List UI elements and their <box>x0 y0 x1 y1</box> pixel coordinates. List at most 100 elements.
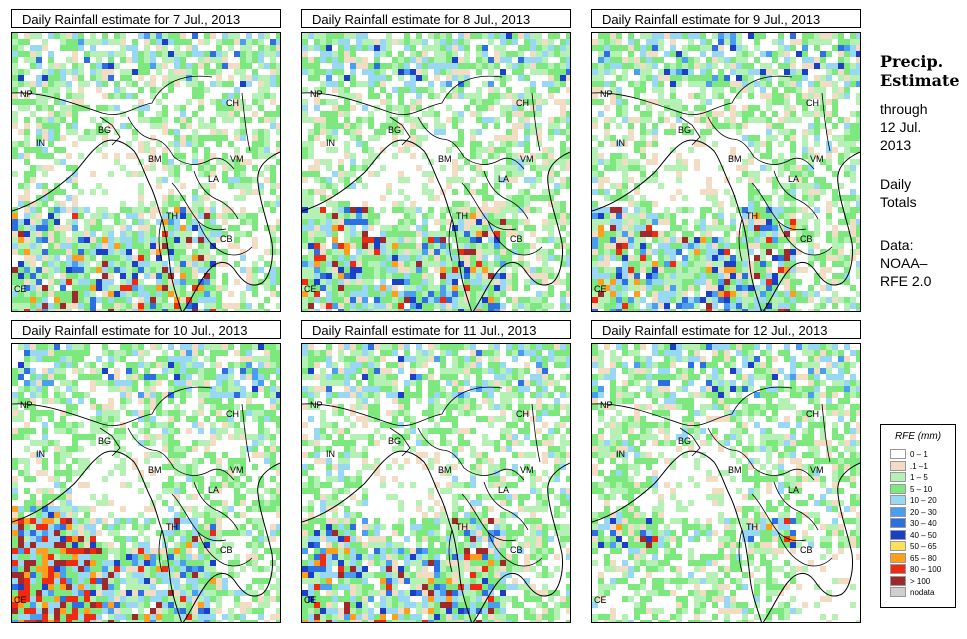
rain-cell <box>730 291 736 297</box>
rain-cell <box>796 207 802 213</box>
rain-cell <box>688 249 694 255</box>
rain-cell <box>754 267 760 273</box>
rain-cell <box>682 57 688 63</box>
rain-cell <box>96 380 102 386</box>
rain-cell <box>84 225 90 231</box>
rain-cell <box>374 51 380 57</box>
rain-cell <box>42 255 48 261</box>
rain-cell <box>742 81 748 87</box>
rain-cell <box>458 285 464 291</box>
rain-cell <box>566 159 570 165</box>
rain-cell <box>560 225 566 231</box>
rain-cell <box>368 93 374 99</box>
rain-cell <box>192 344 198 350</box>
rain-cell <box>90 213 96 219</box>
rain-cell <box>198 267 204 273</box>
rain-cell <box>694 105 700 111</box>
rain-cell <box>102 291 108 297</box>
rain-cell <box>276 404 280 410</box>
rain-cell <box>560 219 566 225</box>
rain-cell <box>42 291 48 297</box>
rain-cell <box>234 87 240 93</box>
rain-cell <box>446 279 452 285</box>
rain-cell <box>308 141 314 147</box>
rain-cell <box>138 75 144 81</box>
rain-cell <box>168 195 174 201</box>
rain-cell <box>150 285 156 291</box>
rain-cell <box>850 285 856 291</box>
rain-cell <box>622 135 628 141</box>
rain-cell <box>736 129 742 135</box>
rain-cell <box>500 267 506 273</box>
rain-cell <box>368 249 374 255</box>
rain-cell <box>204 356 210 362</box>
rain-cell <box>302 153 308 159</box>
rain-cell <box>542 219 548 225</box>
rain-cell <box>814 195 820 201</box>
rain-cell <box>162 374 168 380</box>
rain-cell <box>264 33 270 39</box>
rain-cell <box>610 225 616 231</box>
rain-cell <box>258 255 264 261</box>
rain-cell <box>604 177 610 183</box>
rain-cell <box>156 285 162 291</box>
rain-cell <box>210 303 216 309</box>
rain-cell <box>162 291 168 297</box>
rain-cell <box>838 51 844 57</box>
rain-cell <box>368 117 374 123</box>
rain-cell <box>548 255 554 261</box>
rain-cell <box>108 309 114 311</box>
rain-cell <box>470 297 476 303</box>
rain-cell <box>512 177 518 183</box>
rain-cell <box>180 273 186 279</box>
rain-cell <box>54 147 60 153</box>
rain-cell <box>42 261 48 267</box>
rain-cell <box>536 105 542 111</box>
rain-cell <box>150 93 156 99</box>
rain-cell <box>814 105 820 111</box>
rain-cell <box>646 201 652 207</box>
rain-cell <box>180 249 186 255</box>
rain-cell <box>48 195 54 201</box>
rain-cell <box>488 291 494 297</box>
rain-cell <box>452 207 458 213</box>
rain-cell <box>48 81 54 87</box>
rain-cell <box>36 123 42 129</box>
rain-cell <box>392 123 398 129</box>
rain-cell <box>320 159 326 165</box>
rain-cell <box>210 374 216 380</box>
rain-cell <box>216 380 222 386</box>
rain-cell <box>410 291 416 297</box>
rain-cell <box>670 297 676 303</box>
rain-cell <box>646 177 652 183</box>
rain-cell <box>760 69 766 75</box>
rain-cell <box>458 309 464 311</box>
rain-cell <box>670 87 676 93</box>
rain-cell <box>120 45 126 51</box>
rain-cell <box>610 231 616 237</box>
rain-cell <box>820 57 826 63</box>
rain-cell <box>108 261 114 267</box>
rain-cell <box>12 51 18 57</box>
rain-cell <box>604 303 610 309</box>
rain-cell <box>78 33 84 39</box>
rain-cell <box>338 177 344 183</box>
rain-cell <box>192 362 198 368</box>
rain-cell <box>174 135 180 141</box>
rain-cell <box>706 225 712 231</box>
rain-cell <box>598 81 604 87</box>
rain-cell <box>90 416 96 422</box>
rain-cell <box>542 279 548 285</box>
rain-cell <box>72 183 78 189</box>
rain-cell <box>494 279 500 285</box>
rain-cell <box>332 255 338 261</box>
rain-cell <box>338 297 344 303</box>
rain-cell <box>30 87 36 93</box>
rain-cell <box>658 87 664 93</box>
rain-cell <box>566 129 570 135</box>
rain-cell <box>554 75 560 81</box>
rain-cell <box>192 267 198 273</box>
country-label-in: IN <box>36 138 45 148</box>
rain-cell <box>240 368 246 374</box>
rain-cell <box>168 309 174 311</box>
